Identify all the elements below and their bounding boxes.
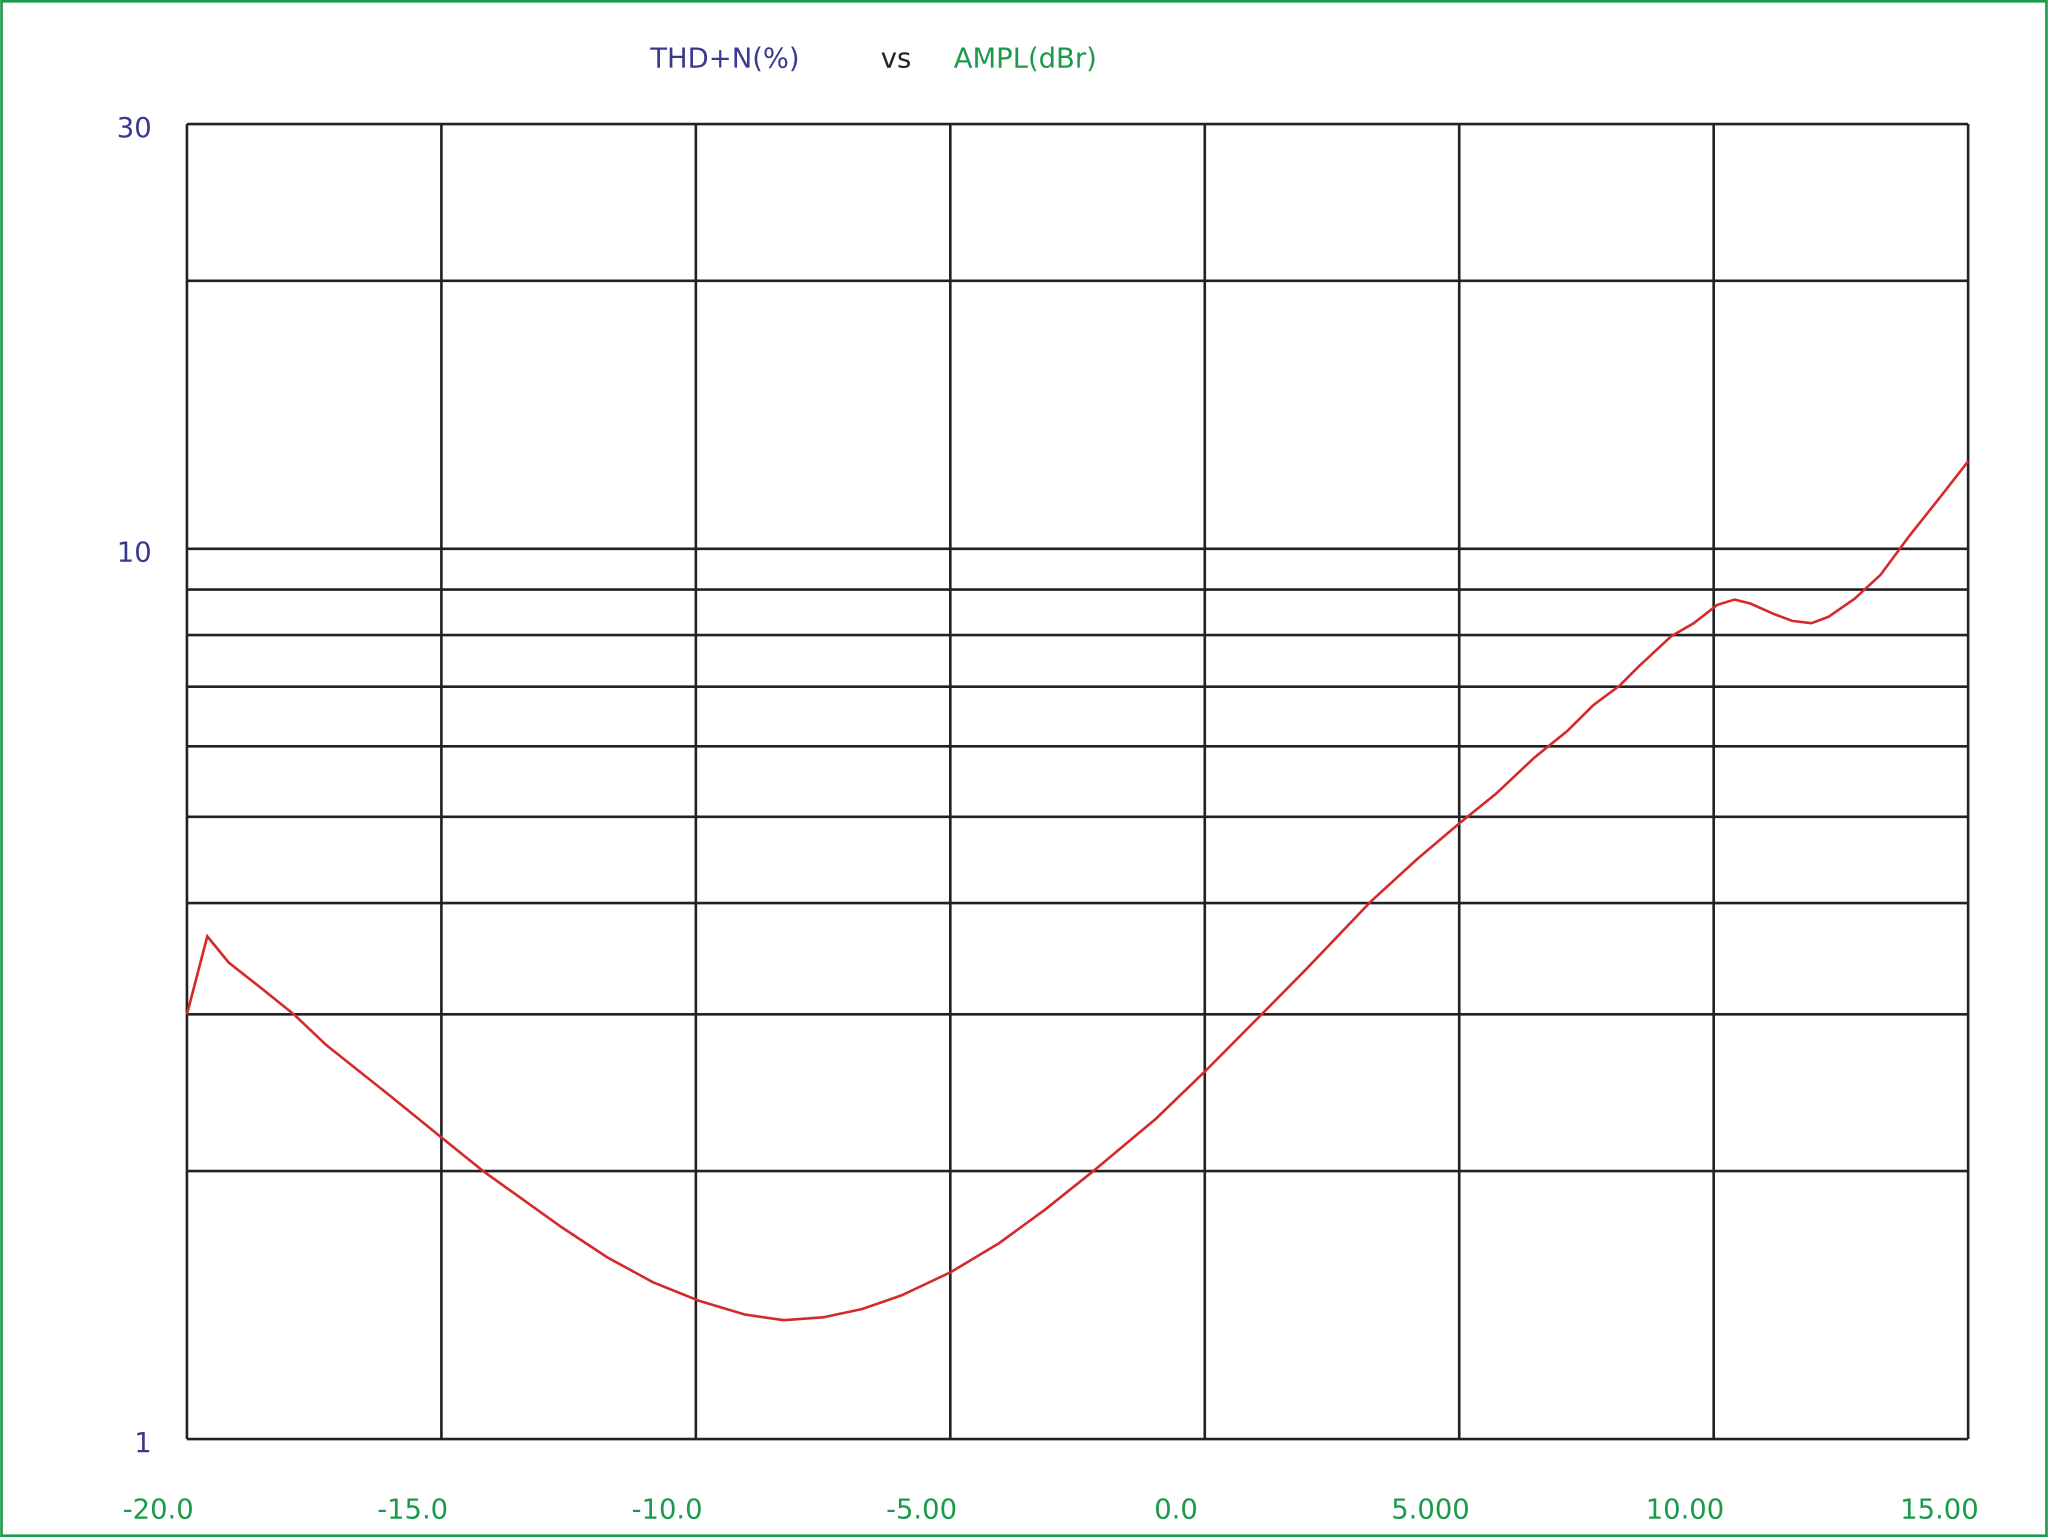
x-tick-label: 15.00 [1900,1494,1978,1525]
title-part: AMPL(dBr) [954,44,1097,75]
chart-title: THD+N(%) vs AMPL(dBr) [649,44,1097,75]
y-tick-label: 1 [134,1428,151,1459]
x-tick-label: 10.00 [1646,1494,1724,1525]
title-part: THD+N(%) [649,44,799,75]
data-line [185,460,1970,1322]
x-tick-label: -5.00 [886,1494,957,1525]
x-tick-label: -10.0 [632,1494,703,1525]
x-tick-label: -20.0 [123,1494,194,1525]
x-tick-label: 0.0 [1154,1494,1198,1525]
x-tick-label: 5.000 [1391,1494,1469,1525]
y-tick-label: 30 [117,113,152,144]
title-part: vs [881,44,911,75]
x-tick-label: -15.0 [377,1494,448,1525]
y-tick-label: 10 [117,538,152,569]
